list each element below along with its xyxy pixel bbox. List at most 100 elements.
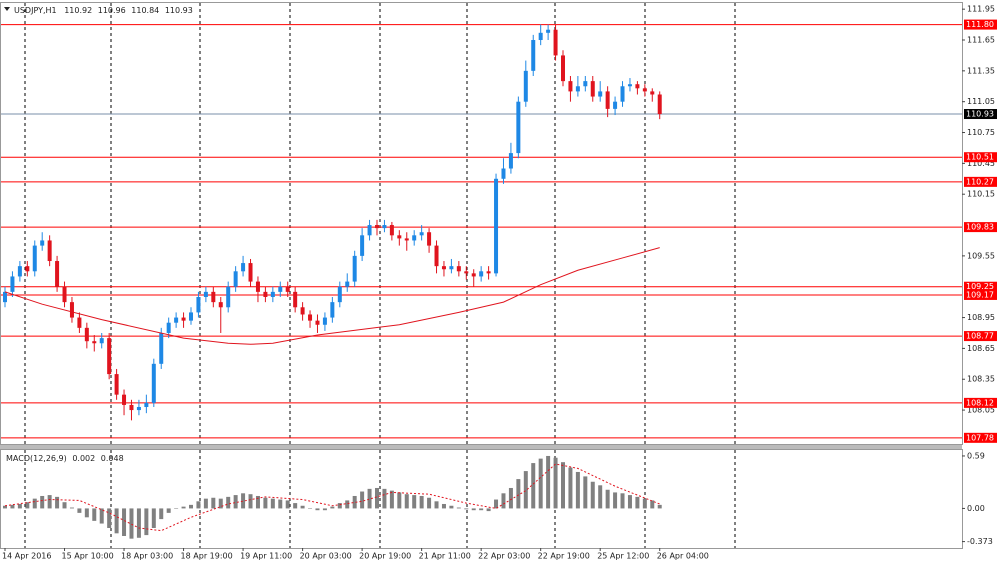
- candle-body: [263, 291, 268, 297]
- x-tick-label: 18 Apr 03:00: [121, 552, 173, 561]
- candle-body: [523, 70, 528, 102]
- candle-body: [55, 261, 60, 287]
- macd-bar: [32, 498, 37, 509]
- macd-bar: [642, 498, 647, 509]
- macd-bar: [419, 495, 424, 509]
- x-tick-label: 22 Apr 19:00: [538, 552, 590, 561]
- candle-body: [189, 312, 193, 321]
- level-label-box: [964, 19, 997, 30]
- candle-body: [241, 263, 246, 272]
- candle-body: [427, 232, 432, 246]
- macd-bar: [367, 488, 372, 509]
- header-open: 110.92: [64, 6, 92, 15]
- header-arrow: [4, 7, 10, 11]
- macd-bar: [218, 498, 223, 509]
- macd-bar: [136, 508, 141, 538]
- macd-bar: [129, 508, 134, 539]
- y-tick-label: 110.75: [967, 128, 995, 137]
- macd-bar: [598, 485, 603, 509]
- panel-divider: [0, 445, 962, 449]
- y-tick-label: 111.65: [967, 36, 995, 45]
- candle-body: [136, 406, 141, 411]
- candle-body: [285, 286, 290, 292]
- candle-body: [330, 302, 335, 318]
- macd-bar: [620, 493, 625, 509]
- candle-body: [32, 245, 37, 272]
- macd-bar: [531, 463, 536, 509]
- macd-bar: [174, 508, 179, 509]
- macd-bar: [352, 495, 357, 509]
- macd-bar: [486, 508, 491, 512]
- macd-bar: [494, 499, 499, 509]
- macd-bar: [657, 504, 662, 509]
- macd-bar: [47, 495, 52, 509]
- level-label: 108.77: [966, 332, 994, 341]
- chart-header: USDJPY,H1 110.92 110.96 110.84 110.93: [14, 6, 193, 15]
- candle-body: [553, 29, 558, 56]
- y-tick-label: 110.15: [967, 190, 995, 199]
- candle-body: [434, 245, 439, 267]
- macd-bar: [17, 503, 22, 509]
- candle-body: [367, 225, 372, 236]
- macd-bar: [449, 505, 454, 509]
- candle-body: [337, 286, 342, 303]
- y-tick-label: 108.95: [967, 313, 995, 322]
- x-tick-label: 21 Apr 11:00: [419, 552, 471, 561]
- candle-body: [382, 225, 387, 229]
- x-tick-label: 22 Apr 03:00: [478, 552, 530, 561]
- candle-body: [494, 178, 499, 274]
- macd-bar: [278, 499, 283, 509]
- macd-bar: [345, 500, 350, 509]
- macd-bar: [300, 505, 305, 509]
- candle-body: [293, 291, 298, 308]
- candle-body: [308, 314, 313, 321]
- macd-bar: [69, 507, 74, 509]
- candle-body: [441, 266, 446, 270]
- macd-bar: [181, 506, 186, 509]
- candle-body: [397, 235, 402, 239]
- macd-label: MACD(12,26,9): [6, 454, 67, 463]
- candle-body: [375, 225, 379, 229]
- level-label-box: [964, 281, 997, 292]
- macd-bar: [166, 508, 171, 513]
- candle-body: [92, 341, 97, 344]
- macd-bar: [293, 503, 298, 509]
- level-label-box: [964, 331, 997, 342]
- macd-bar: [568, 467, 573, 509]
- macd-bar: [211, 497, 216, 509]
- y-tick-label: 111.95: [967, 5, 995, 14]
- candle-body: [575, 86, 580, 92]
- macd-signal: [4, 463, 660, 532]
- current-price-label: 110.93: [966, 110, 994, 119]
- macd-bar: [471, 508, 476, 511]
- macd-bar: [397, 492, 402, 509]
- current-price-box: [964, 109, 997, 120]
- x-tick-label: 14 Apr 2016: [2, 552, 51, 561]
- macd-bar: [412, 495, 417, 509]
- candle-body: [650, 91, 655, 95]
- y-tick-label: 111.35: [967, 66, 995, 75]
- x-tick-label: 18 Apr 19:00: [181, 552, 233, 561]
- candle-body: [174, 317, 179, 323]
- moving-average: [4, 247, 660, 345]
- candle-body: [203, 291, 208, 297]
- macd-bar: [337, 503, 342, 509]
- macd-bar: [546, 455, 551, 509]
- macd-bar: [151, 508, 156, 528]
- candle-body: [561, 55, 565, 82]
- macd-bar: [62, 502, 67, 509]
- candle-body: [248, 263, 253, 282]
- candle-body: [508, 153, 513, 169]
- macd-bar: [516, 479, 521, 509]
- candle-body: [657, 94, 662, 115]
- macd-bar: [561, 462, 565, 509]
- macd-bar: [434, 501, 439, 509]
- macd-bar: [605, 489, 610, 509]
- candle-body: [538, 32, 543, 41]
- x-tick-label: 20 Apr 19:00: [359, 552, 411, 561]
- candle-body: [270, 291, 275, 297]
- level-label: 110.27: [966, 177, 994, 186]
- macd-bar: [25, 502, 30, 509]
- x-tick-label: 26 Apr 04:00: [657, 552, 709, 561]
- y-tick-label: 108.35: [967, 375, 995, 384]
